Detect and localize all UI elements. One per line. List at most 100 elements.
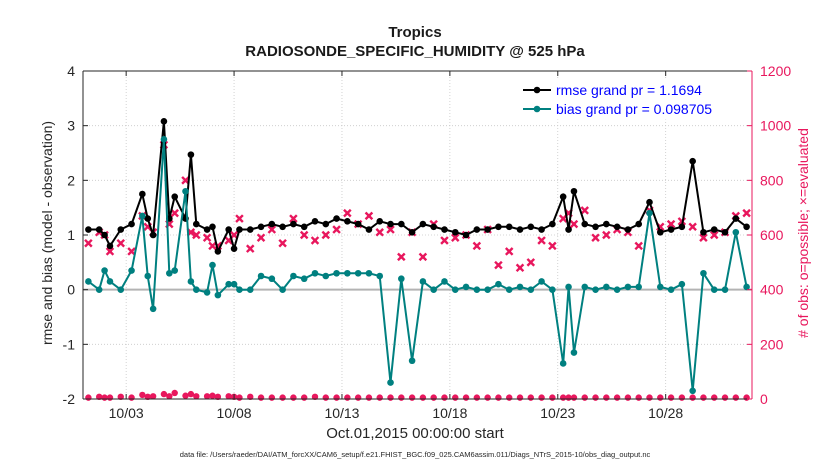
obs-possible-point <box>166 393 173 400</box>
bias-point <box>565 283 572 291</box>
x-tick-label: 10/08 <box>217 405 252 421</box>
obs-possible-point <box>333 394 340 401</box>
rmse-point <box>106 242 114 250</box>
obs-evaluated-point <box>364 211 374 221</box>
bias-point <box>581 283 589 291</box>
obs-evaluated-dot <box>399 255 404 259</box>
obs-possible-point <box>236 394 243 401</box>
rmse-point <box>376 218 384 225</box>
obs-evaluated-dot <box>566 211 571 215</box>
bias-point <box>387 379 394 386</box>
legend-label: rmse grand pr = 1.1694 <box>556 82 702 98</box>
obs-evaluated-dot <box>167 222 172 226</box>
rmse-point <box>538 226 545 233</box>
obs-possible-point <box>613 394 621 401</box>
y-axis-label-right: # of obs: o=possible; ×=evaluated <box>795 128 811 338</box>
bias-point <box>538 278 545 285</box>
rmse-point <box>187 151 195 158</box>
bias-point <box>214 291 222 299</box>
bias-point <box>516 283 524 291</box>
obs-evaluated-dot <box>108 249 112 254</box>
rmse-point <box>128 220 135 228</box>
bias-point <box>667 286 675 293</box>
obs-evaluated-point <box>278 238 287 248</box>
obs-evaluated-point <box>105 247 115 256</box>
obs-possible-point <box>268 394 276 401</box>
rmse-point <box>225 226 232 233</box>
bias-point <box>398 275 405 283</box>
bias-point <box>106 278 114 285</box>
obs-evaluated-dot <box>172 211 177 215</box>
y-tick-label: 2 <box>67 172 75 188</box>
y-tick-label: -1 <box>63 336 76 352</box>
bias-point <box>700 269 707 277</box>
rmse-point <box>139 190 146 198</box>
legend: rmse grand pr = 1.1694 bias grand pr = 0.… <box>518 78 748 120</box>
bias-point <box>613 286 621 293</box>
obs-possible-point <box>667 394 675 401</box>
rmse-point <box>613 223 621 231</box>
obs-evaluated-point <box>299 230 309 240</box>
obs-evaluated-dot <box>561 216 565 221</box>
obs-evaluated-dot <box>259 235 263 240</box>
x-tick-label: 10/03 <box>109 405 144 421</box>
obs-possible-point <box>527 394 534 401</box>
rmse-point <box>549 220 556 228</box>
obs-evaluated-dot <box>194 233 199 237</box>
obs-possible-point <box>301 394 308 401</box>
bias-point <box>527 286 535 293</box>
rmse-point <box>246 226 254 233</box>
obs-possible-point <box>209 392 216 399</box>
obs-possible-point <box>95 393 103 401</box>
rmse-point <box>527 223 535 231</box>
obs-possible-point <box>419 394 427 401</box>
obs-evaluated-dot <box>334 227 339 232</box>
obs-possible-point <box>570 394 578 401</box>
obs-evaluated-dot <box>528 260 533 265</box>
bias-point <box>279 286 286 293</box>
rmse-point <box>344 218 351 225</box>
bias-point <box>495 280 502 288</box>
obs-possible-point <box>203 393 211 400</box>
bias-point <box>95 286 103 293</box>
rmse-point <box>171 193 179 201</box>
obs-evaluated-point <box>343 208 352 218</box>
bias-point <box>505 286 513 293</box>
bias-point <box>209 261 216 269</box>
rmse-point <box>279 223 286 231</box>
rmse-point <box>300 223 308 231</box>
obs-possible-point <box>473 394 481 401</box>
obs-evaluated-dot <box>593 235 598 240</box>
obs-evaluated-point <box>709 230 719 240</box>
bias-point <box>187 278 195 285</box>
bias-point <box>290 272 297 280</box>
y-tick-label: 3 <box>67 118 75 134</box>
obs-possible-point <box>495 394 502 401</box>
bias-point <box>462 283 470 291</box>
bias-point <box>144 272 152 280</box>
legend-label: bias grand pr = 0.098705 <box>556 101 712 117</box>
obs-evaluated-dot <box>507 249 512 254</box>
obs-possible-point <box>462 394 470 401</box>
obs-evaluated-dot <box>189 230 193 235</box>
y2-tick-label: 800 <box>760 172 784 188</box>
bias-point <box>603 283 610 291</box>
obs-evaluated-dot <box>345 211 350 215</box>
bias-point <box>246 286 254 293</box>
rmse-point <box>451 228 459 236</box>
bias-point <box>300 275 308 283</box>
obs-possible-point <box>538 394 545 401</box>
rmse-point <box>565 226 572 233</box>
bias-point <box>354 269 362 277</box>
bias-point <box>710 286 718 293</box>
bias-point <box>192 286 200 293</box>
bias-point <box>430 286 437 293</box>
obs-evaluated-dot <box>118 241 123 245</box>
obs-evaluated-point <box>602 230 611 240</box>
bias-point <box>419 278 427 285</box>
obs-evaluated-dot <box>539 238 544 243</box>
obs-possible-point <box>354 394 362 401</box>
rmse-point <box>624 226 632 233</box>
bias-point <box>203 289 211 296</box>
obs-possible-point <box>700 394 707 401</box>
